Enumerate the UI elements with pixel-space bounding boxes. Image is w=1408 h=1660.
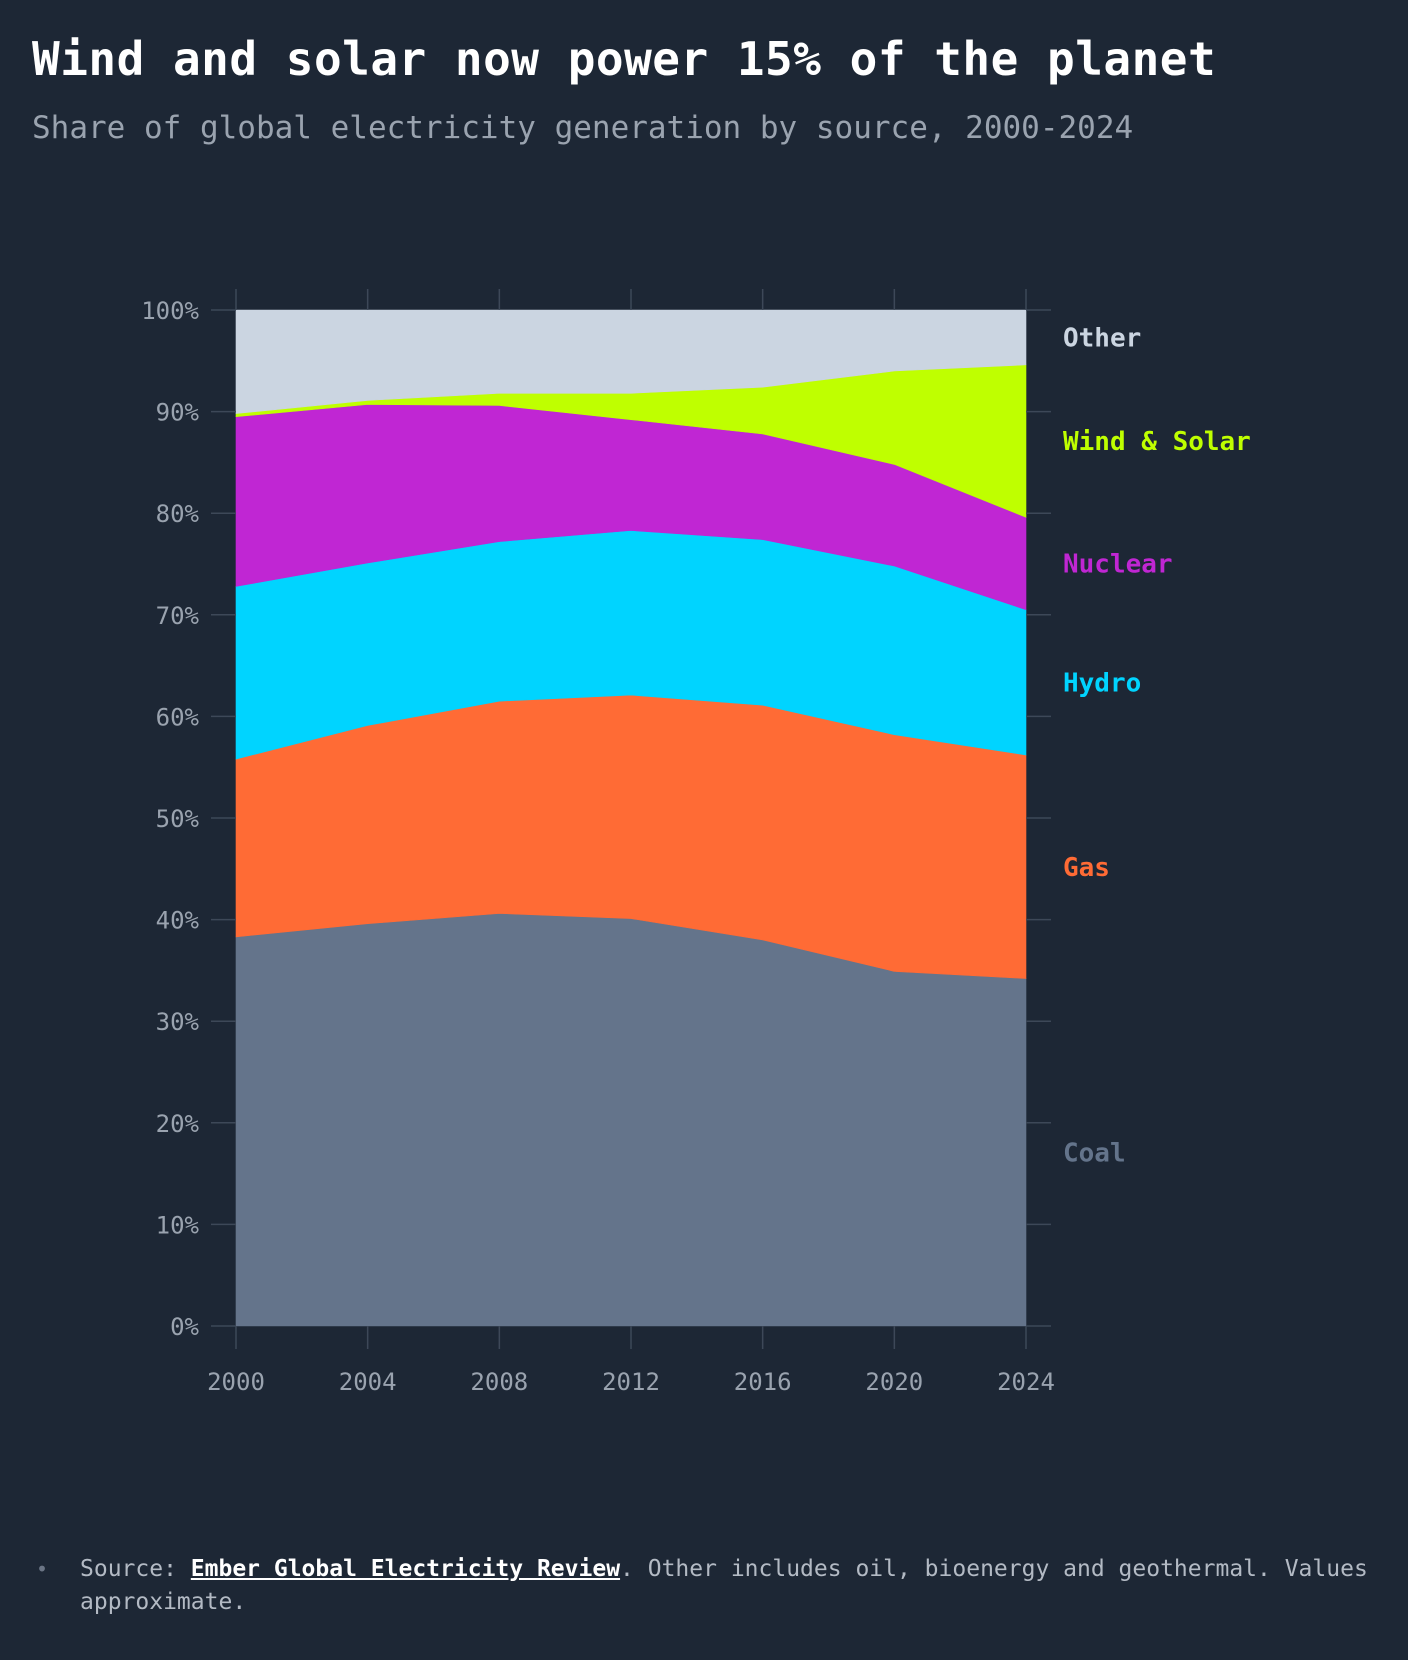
area-coal xyxy=(235,913,1027,1327)
area-layers xyxy=(235,309,1027,1327)
series-label-other: Other xyxy=(1063,323,1141,353)
footnote-prefix: Source: xyxy=(80,1556,191,1582)
x-tick-label: 2016 xyxy=(734,1368,792,1396)
y-tick-label: 30% xyxy=(156,1008,200,1036)
series-label-coal: Coal xyxy=(1063,1138,1126,1168)
y-tick-label: 40% xyxy=(156,907,200,935)
source-footnote: • Source: Ember Global Electricity Revie… xyxy=(36,1553,1370,1619)
series-labels: Coal Gas Hydro Nuclear Wind & Solar Other xyxy=(1063,323,1251,1168)
series-label-gas: Gas xyxy=(1063,853,1110,883)
x-tick-label: 2008 xyxy=(470,1368,528,1396)
y-tick-label: 10% xyxy=(156,1211,200,1239)
axes: 0% 10% 20% 30% 40% 50% 60% 70% 80% 90% 100% 2000 200… xyxy=(141,289,1055,1396)
y-tick-label: 50% xyxy=(156,805,200,833)
y-tick-label: 20% xyxy=(156,1110,200,1138)
x-tick-label: 2012 xyxy=(602,1368,660,1396)
y-tick-label: 60% xyxy=(156,703,200,731)
x-tick-label: 2020 xyxy=(865,1368,923,1396)
y-tick-label: 80% xyxy=(156,500,200,528)
source-link[interactable]: Ember Global Electricity Review xyxy=(190,1556,621,1582)
x-tick-label: 2004 xyxy=(339,1368,397,1396)
stacked-area-chart: 0% 10% 20% 30% 40% 50% 60% 70% 80% 90% 100% 2000 200… xyxy=(141,289,1251,1396)
y-tick-label: 70% xyxy=(156,602,200,630)
series-label-nuclear: Nuclear xyxy=(1063,550,1173,580)
area-other xyxy=(235,309,1027,414)
chart-subtitle: Share of global electricity generation b… xyxy=(32,110,1134,146)
series-label-wind-solar: Wind & Solar xyxy=(1063,427,1251,457)
x-tick-label: 2024 xyxy=(997,1368,1055,1396)
series-label-hydro: Hydro xyxy=(1063,668,1141,698)
y-tick-label: 90% xyxy=(156,399,200,427)
chart-title: Wind and solar now power 15% of the plan… xyxy=(32,32,1217,86)
footnote-suffix: . Other includes oil, bioenergy and geot… xyxy=(80,1556,1368,1615)
y-tick-label: 0% xyxy=(170,1313,199,1341)
x-tick-label: 2000 xyxy=(207,1368,265,1396)
y-tick-label: 100% xyxy=(141,297,199,325)
footnote-bullet: • xyxy=(36,1557,49,1581)
